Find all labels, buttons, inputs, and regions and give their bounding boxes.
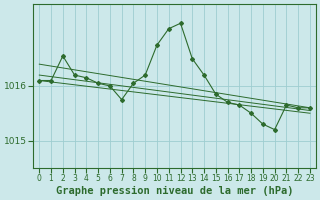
X-axis label: Graphe pression niveau de la mer (hPa): Graphe pression niveau de la mer (hPa): [56, 186, 293, 196]
